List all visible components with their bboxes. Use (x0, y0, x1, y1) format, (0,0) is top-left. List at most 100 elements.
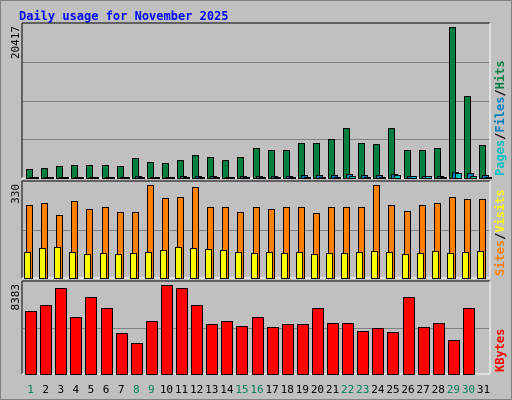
bar-sites-day-29 (447, 253, 454, 279)
bar-hits-day-13 (207, 157, 214, 179)
bar-kbytes-day-30 (463, 308, 475, 375)
day-label-2: 2 (42, 383, 49, 396)
bar-sites-day-26 (402, 254, 409, 279)
bar-pages-day-8 (138, 177, 145, 179)
bar-pages-day-18 (289, 177, 296, 179)
bar-sites-day-24 (371, 251, 378, 279)
bar-kbytes-day-28 (433, 323, 445, 375)
bar-sites-day-31 (477, 251, 484, 279)
day-label-13: 13 (205, 383, 218, 396)
panel-1-axis-label-part: Files (493, 97, 507, 133)
panel-2-axis-label: Sites/Visits (493, 189, 507, 276)
panel-3-axis-label-part: KBytes (493, 329, 507, 372)
bar-pages-day-5 (92, 177, 99, 179)
bar-pages-day-20 (319, 177, 326, 179)
bar-hits-day-20 (313, 143, 320, 179)
bar-kbytes-day-19 (297, 324, 309, 375)
day-label-18: 18 (281, 383, 294, 396)
day-label-1: 1 (27, 383, 34, 396)
bar-sites-day-20 (311, 254, 318, 279)
day-label-12: 12 (190, 383, 203, 396)
bar-pages-day-22 (349, 176, 356, 179)
bar-kbytes-day-7 (116, 333, 128, 375)
bar-pages-day-17 (274, 177, 281, 179)
bar-hits-day-12 (192, 155, 199, 179)
day-label-20: 20 (311, 383, 324, 396)
bar-hits-day-28 (434, 148, 441, 179)
bar-sites-day-18 (281, 253, 288, 279)
bar-pages-day-21 (334, 177, 341, 179)
bar-hits-day-5 (86, 165, 93, 179)
bar-hits-day-4 (71, 165, 78, 179)
bar-hits-day-31 (479, 145, 486, 179)
bar-hits-day-21 (328, 139, 335, 179)
bar-sites-day-21 (326, 253, 333, 279)
bar-pages-day-7 (123, 177, 130, 179)
bar-hits-day-10 (162, 163, 169, 179)
bar-hits-day-15 (237, 157, 244, 179)
bar-pages-day-26 (410, 176, 417, 179)
bar-kbytes-day-12 (191, 305, 203, 375)
panel-1-axis-label-part: / (493, 133, 507, 140)
bar-kbytes-day-25 (387, 332, 399, 375)
bar-pages-day-1 (32, 177, 39, 179)
bar-sites-day-25 (386, 252, 393, 279)
panel-1-ymax-label: 20417 (9, 26, 22, 59)
bar-sites-day-28 (432, 251, 439, 279)
panel-1-axis-label: Pages/Files/Hits (493, 60, 507, 176)
bar-kbytes-day-11 (176, 288, 188, 375)
bar-sites-day-16 (251, 253, 258, 279)
bar-hits-day-9 (147, 162, 154, 179)
bar-kbytes-day-1 (25, 311, 37, 375)
bar-hits-day-26 (404, 150, 411, 179)
bar-pages-day-23 (364, 177, 371, 179)
bar-pages-day-3 (62, 177, 69, 179)
bar-pages-day-27 (425, 176, 432, 179)
day-label-5: 5 (88, 383, 95, 396)
bar-kbytes-day-14 (221, 321, 233, 375)
day-label-6: 6 (103, 383, 110, 396)
bar-hits-day-11 (177, 160, 184, 179)
panel-1-axis-label-part: / (493, 89, 507, 96)
day-label-17: 17 (266, 383, 279, 396)
day-label-24: 24 (371, 383, 385, 396)
bar-kbytes-day-26 (403, 297, 415, 375)
day-label-30: 30 (462, 383, 475, 396)
bar-hits-day-30 (464, 96, 471, 179)
panel-2-axis-label-part: Sites (493, 240, 507, 276)
bar-kbytes-day-16 (252, 317, 264, 375)
bar-kbytes-day-23 (357, 331, 369, 375)
bar-pages-day-9 (153, 177, 160, 179)
bar-hits-day-22 (343, 128, 350, 179)
bar-pages-day-4 (77, 177, 84, 179)
bar-sites-day-17 (266, 252, 273, 279)
bar-sites-day-22 (341, 253, 348, 279)
bar-sites-day-7 (115, 254, 122, 279)
bar-sites-day-8 (130, 253, 137, 279)
day-label-7: 7 (118, 383, 125, 396)
day-label-14: 14 (220, 383, 234, 396)
bar-kbytes-day-20 (312, 308, 324, 375)
day-label-28: 28 (432, 383, 445, 396)
panel-3-axis-label: KBytes (493, 329, 507, 372)
bar-sites-day-30 (462, 252, 469, 279)
day-label-27: 27 (417, 383, 430, 396)
bar-kbytes-day-27 (418, 327, 430, 375)
bar-pages-day-31 (485, 177, 492, 179)
panel-2-axis-label-part: / (493, 233, 507, 240)
day-label-8: 8 (133, 383, 140, 396)
bar-sites-day-12 (190, 248, 197, 279)
bar-pages-day-30 (470, 176, 477, 179)
bar-hits-day-6 (102, 165, 109, 179)
bar-hits-day-24 (373, 144, 380, 179)
panel-1-axis-label-part: Hits (493, 60, 507, 89)
day-label-31: 31 (477, 383, 490, 396)
day-label-9: 9 (148, 383, 155, 396)
bar-hits-day-17 (268, 150, 275, 179)
bar-sites-day-10 (160, 250, 167, 279)
day-label-15: 15 (235, 383, 248, 396)
bar-pages-day-19 (304, 177, 311, 179)
day-label-19: 19 (296, 383, 309, 396)
bar-kbytes-day-18 (282, 324, 294, 375)
